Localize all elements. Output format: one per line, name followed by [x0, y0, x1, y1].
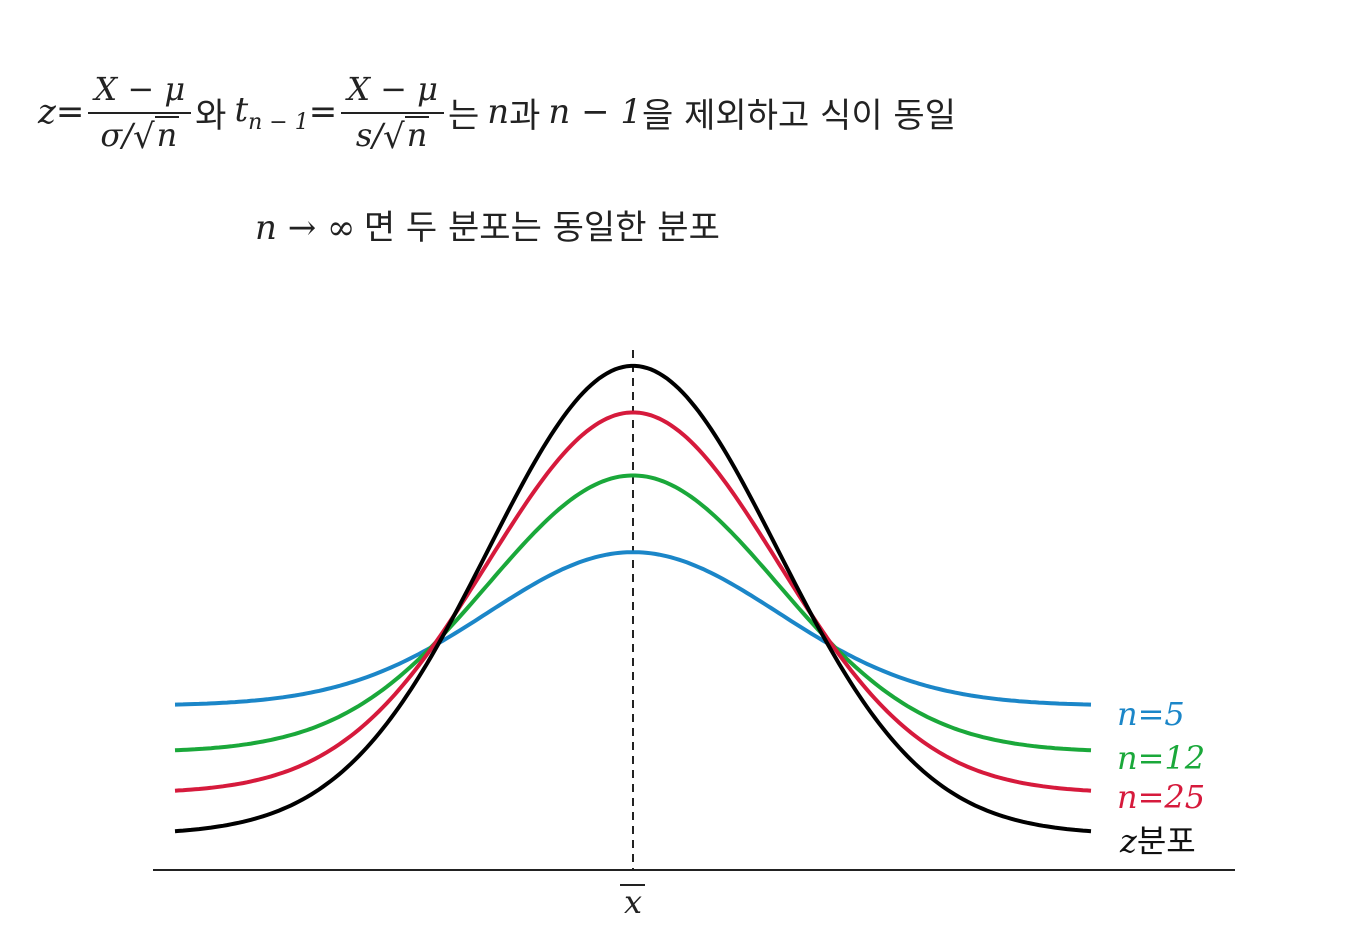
n-minus-1: n − 1: [548, 92, 643, 132]
t-subscript: n − 1: [248, 109, 309, 135]
formula-line: z = X − μ σ/ √ n 와 tn − 1 = X − μ s/ √ n…: [38, 62, 956, 162]
sqrt-n-value-2: n: [404, 116, 430, 155]
sqrt-n-2: √ n: [383, 116, 430, 157]
equals-sign-2: =: [308, 92, 338, 132]
legend-n5: n=5: [1117, 695, 1185, 733]
equals-sign: =: [55, 92, 85, 132]
t-variable: tn − 1: [234, 90, 308, 135]
legend-z: z분포: [1119, 822, 1196, 860]
xbar-label: x: [624, 883, 642, 921]
sqrt-symbol-2: √: [383, 116, 405, 157]
sqrt-n: √ n: [132, 116, 180, 157]
neun-text: 는: [447, 95, 480, 136]
z-fraction: X − μ σ/ √ n: [88, 70, 192, 157]
limit-line: n → ∞ 면 두 분포는 동일한 분포: [255, 200, 720, 249]
curve-n5: [174, 550, 1092, 707]
sqrt-n-value: n: [154, 116, 180, 155]
limit-text: 면 두 분포는 동일한 분포: [363, 208, 720, 248]
t-numerator: X − μ: [341, 70, 444, 114]
legend-n25: n=25: [1117, 778, 1205, 816]
n-variable: n: [487, 92, 510, 132]
t-denominator: s/ √ n: [355, 114, 430, 157]
sigma-over: σ/: [100, 116, 133, 154]
curve-z: [174, 363, 1092, 834]
sqrt-symbol: √: [132, 116, 155, 157]
formula-tail-text: 을 제외하고 식이 동일: [642, 95, 956, 136]
z-numerator: X − μ: [88, 70, 192, 114]
legend-z-var: z: [1119, 822, 1138, 860]
t-letter: t: [234, 89, 249, 130]
t-fraction: X − μ s/ √ n: [341, 70, 444, 154]
gwa-text: 과: [509, 95, 541, 136]
s-over: s/: [355, 116, 384, 154]
curve-n25: [174, 410, 1092, 793]
z-variable: z: [38, 92, 56, 132]
z-denominator: σ/ √ n: [100, 114, 180, 157]
curve-n12: [174, 473, 1092, 753]
limit-expression: n → ∞: [255, 208, 356, 248]
wa-text: 와: [195, 95, 227, 136]
legend-z-text: 분포: [1137, 822, 1196, 860]
legend-n12: n=12: [1117, 739, 1205, 777]
